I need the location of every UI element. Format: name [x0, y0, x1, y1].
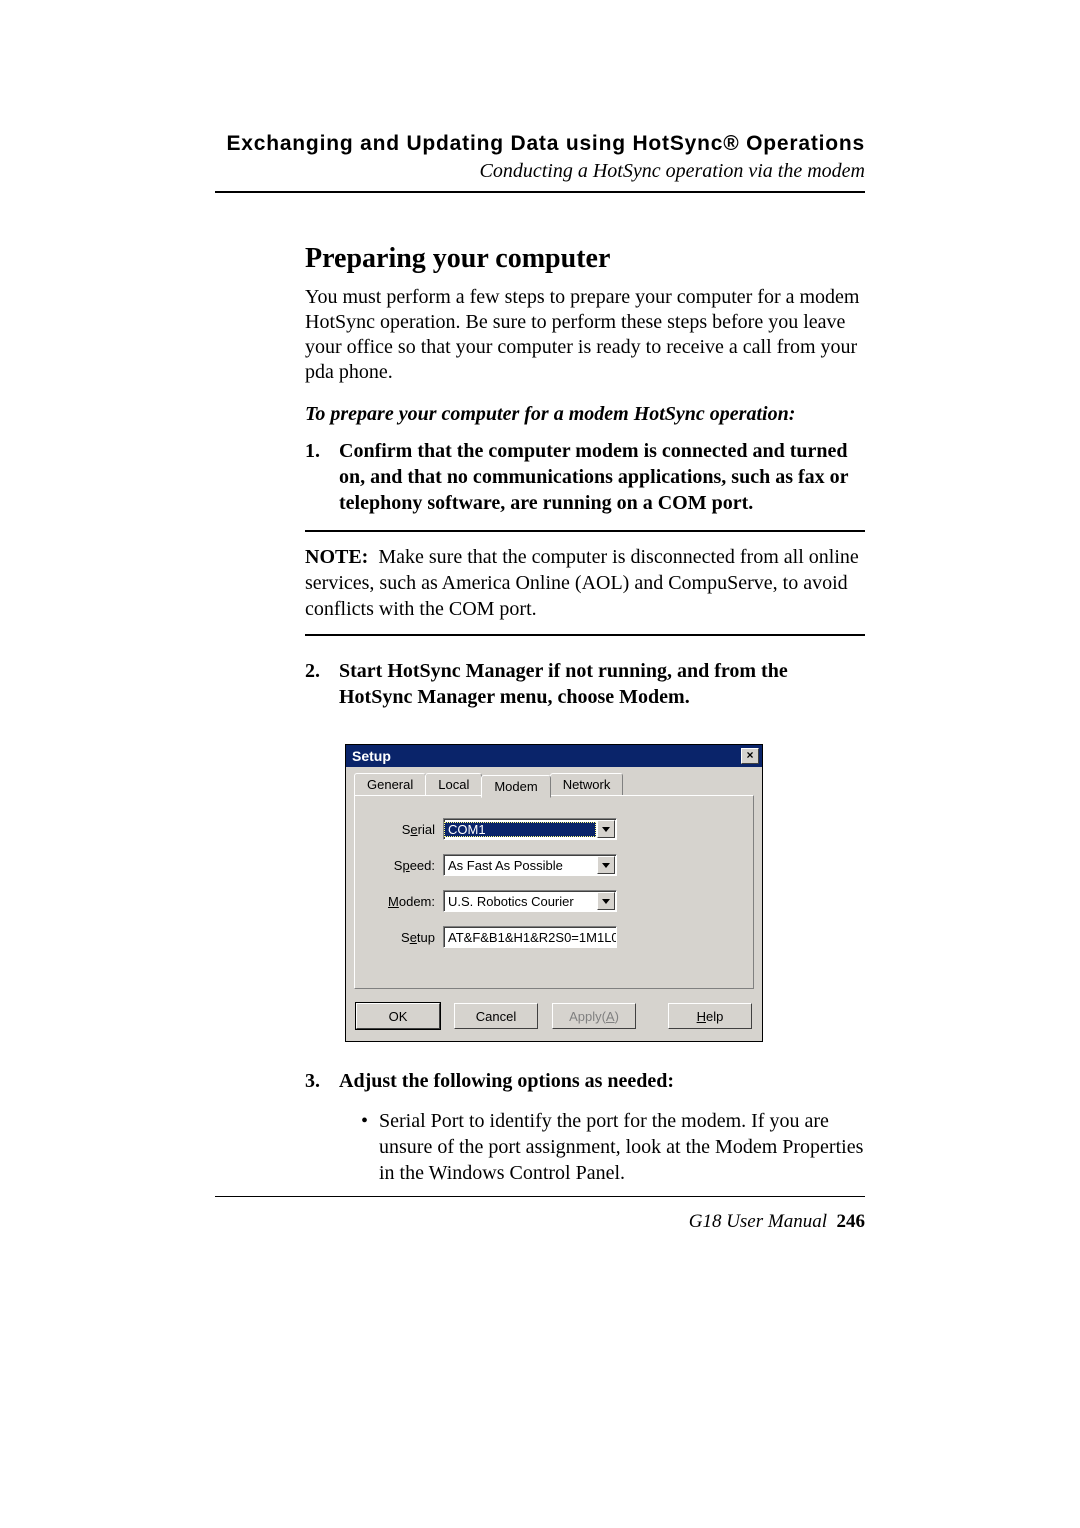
chevron-down-icon: [602, 899, 610, 904]
bullet-text: Serial Port to identify the port for the…: [379, 1108, 865, 1186]
step-3-text: Adjust the following options as needed:: [339, 1068, 865, 1094]
tab-network[interactable]: Network: [550, 773, 624, 795]
dialog-titlebar[interactable]: Setup ×: [346, 745, 762, 767]
footer-text: G18 User Manual 246: [215, 1211, 865, 1233]
speed-value: As Fast As Possible: [444, 858, 596, 873]
chapter-subtitle: Conducting a HotSync operation via the m…: [215, 160, 865, 183]
step-1-text: Confirm that the computer modem is conne…: [339, 438, 865, 516]
help-button[interactable]: Help: [668, 1003, 752, 1029]
speed-label: Speed:: [373, 858, 443, 873]
ok-button[interactable]: OK: [356, 1003, 440, 1029]
page-number: 246: [837, 1211, 866, 1232]
modem-tab-panel: Serial COM1 Speed: As Fast As Possible M…: [354, 795, 754, 989]
tab-strip: General Local Modem Network: [346, 767, 762, 795]
step-3: 3. Adjust the following options as neede…: [305, 1068, 865, 1094]
bullet-serial-port: • Serial Port to identify the port for t…: [361, 1108, 865, 1186]
step-2: 2. Start HotSync Manager if not running,…: [305, 658, 865, 710]
setup-string-label: Setup: [373, 930, 443, 945]
serial-dropdown-button[interactable]: [597, 820, 615, 838]
serial-value: COM1: [444, 822, 596, 837]
modem-row: Modem: U.S. Robotics Courier: [373, 890, 735, 912]
serial-combo[interactable]: COM1: [443, 818, 617, 840]
manual-name: G18 User Manual: [689, 1211, 827, 1232]
modem-label: Modem:: [373, 894, 443, 909]
step-3-number: 3.: [305, 1068, 339, 1094]
tab-local[interactable]: Local: [425, 773, 482, 795]
note-label: NOTE:: [305, 546, 368, 568]
setup-dialog: Setup × General Local Modem Network Seri…: [345, 744, 763, 1042]
intro-paragraph: You must perform a few steps to prepare …: [305, 285, 865, 385]
step-2-number: 2.: [305, 658, 339, 710]
step-1-number: 1.: [305, 438, 339, 516]
procedure-subhead: To prepare your computer for a modem Hot…: [305, 403, 865, 426]
serial-row: Serial COM1: [373, 818, 735, 840]
chapter-title: Exchanging and Updating Data using HotSy…: [215, 132, 865, 156]
chevron-down-icon: [602, 863, 610, 868]
setup-string-value: AT&F&B1&H1&R2S0=1M1L0: [444, 930, 616, 945]
note-block: NOTE: Make sure that the computer is dis…: [305, 530, 865, 636]
step-3-bullets: • Serial Port to identify the port for t…: [361, 1108, 865, 1186]
header-rule: [215, 191, 865, 193]
section-heading: Preparing your computer: [305, 243, 865, 275]
serial-label: Serial: [373, 822, 443, 837]
step-1: 1. Confirm that the computer modem is co…: [305, 438, 865, 516]
note-text: NOTE: Make sure that the computer is dis…: [305, 538, 865, 628]
setup-string-row: Setup AT&F&B1&H1&R2S0=1M1L0: [373, 926, 735, 948]
cancel-button[interactable]: Cancel: [454, 1003, 538, 1029]
bullet-icon: •: [361, 1108, 379, 1186]
modem-combo[interactable]: U.S. Robotics Courier: [443, 890, 617, 912]
footer-rule: [215, 1196, 865, 1197]
chevron-down-icon: [602, 827, 610, 832]
speed-row: Speed: As Fast As Possible: [373, 854, 735, 876]
speed-combo[interactable]: As Fast As Possible: [443, 854, 617, 876]
dialog-title: Setup: [352, 748, 741, 764]
note-body: Make sure that the computer is disconnec…: [305, 546, 859, 620]
step-2-text: Start HotSync Manager if not running, an…: [339, 658, 865, 710]
speed-dropdown-button[interactable]: [597, 856, 615, 874]
modem-dropdown-button[interactable]: [597, 892, 615, 910]
note-rule-bottom: [305, 634, 865, 636]
setup-string-input[interactable]: AT&F&B1&H1&R2S0=1M1L0: [443, 926, 617, 948]
tab-modem[interactable]: Modem: [481, 775, 550, 798]
note-rule-top: [305, 530, 865, 532]
apply-button: Apply(A): [552, 1003, 636, 1029]
dialog-button-row: OK Cancel Apply(A) Help: [346, 997, 762, 1041]
tab-general[interactable]: General: [354, 773, 426, 795]
modem-value: U.S. Robotics Courier: [444, 894, 596, 909]
close-button[interactable]: ×: [741, 748, 759, 764]
